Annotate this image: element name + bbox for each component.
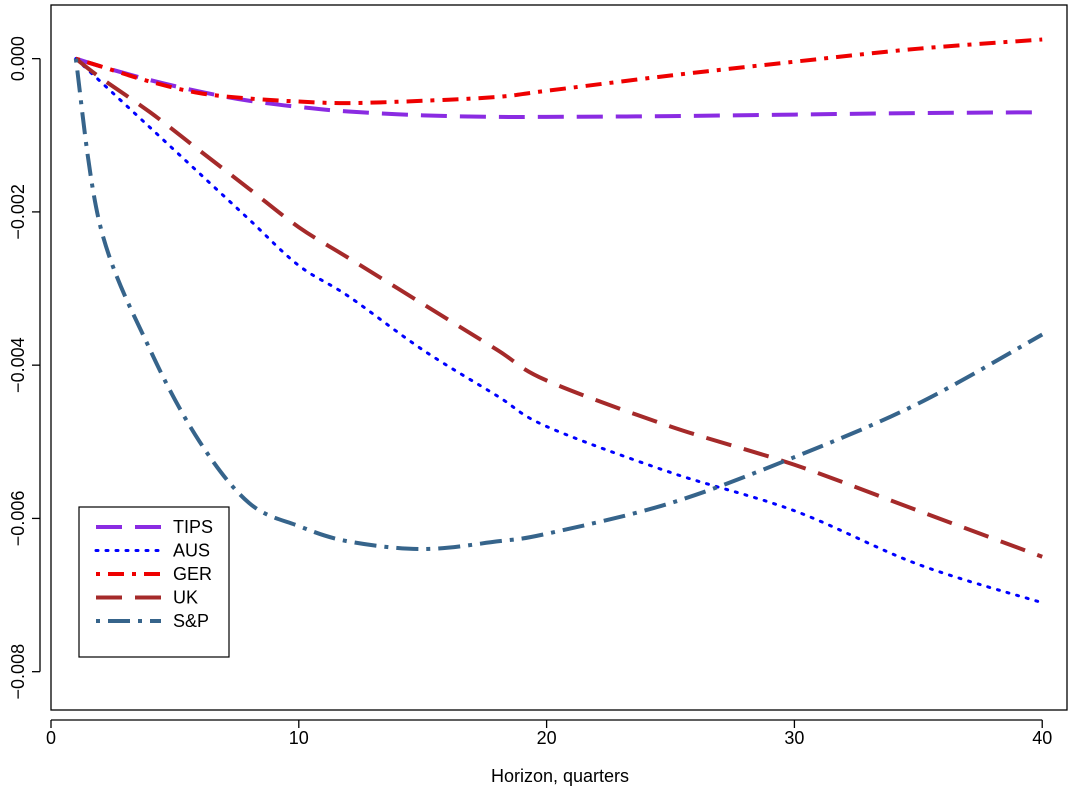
legend-label-1: TIPS (173, 517, 213, 537)
x-tick-label: 10 (289, 728, 309, 748)
legend-label-5: S&P (173, 611, 209, 631)
series-line-1 (75, 56, 1043, 120)
plot-frame (50, 4, 1068, 711)
x-axis-label: Horizon, quarters (491, 766, 629, 786)
y-tick-label: −0.002 (8, 184, 28, 240)
y-tick-label: −0.006 (8, 491, 28, 547)
legend-label-3: GER (173, 564, 212, 584)
legend-label-4: UK (173, 588, 198, 608)
y-tick-label: 0.000 (8, 36, 28, 81)
legend: TIPS AUS GER UK S&P (78, 506, 230, 658)
x-axis: 0 10 20 30 40 (46, 719, 1052, 748)
series-layer (73, 37, 1044, 605)
x-tick-label: 20 (537, 728, 557, 748)
y-tick-label: −0.004 (8, 337, 28, 393)
legend-box (78, 506, 230, 658)
series-line-3 (75, 37, 1043, 106)
series-line-4 (74, 57, 1043, 559)
y-axis: 0.000 −0.002 −0.004 −0.006 −0.008 (8, 36, 41, 700)
x-tick-label: 0 (46, 728, 56, 748)
series-line-5 (73, 58, 1044, 552)
y-tick-label: −0.008 (8, 644, 28, 700)
legend-label-2: AUS (173, 541, 210, 561)
x-tick-label: 40 (1032, 728, 1052, 748)
x-tick-label: 30 (784, 728, 804, 748)
series-line-2 (74, 57, 1044, 605)
